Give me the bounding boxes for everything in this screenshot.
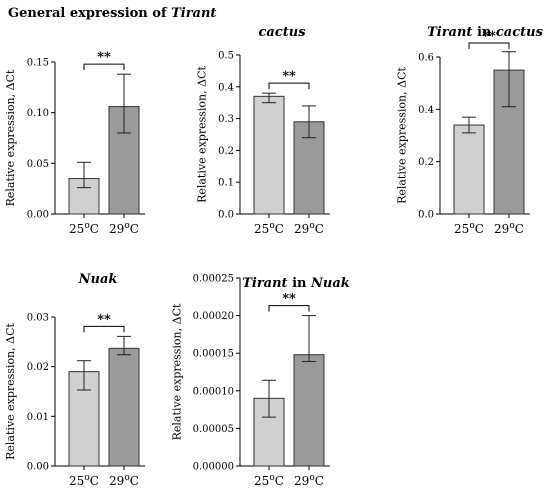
significance-bracket [83, 325, 125, 333]
y-axis-label: Relative expression, ΔCt [395, 67, 408, 204]
chart-panel-2: cactus 0.0 0.1 0.2 0.3 0.4 0.5 Relative express… [195, 25, 330, 236]
panel-title: Nuak [78, 272, 118, 287]
y-tick-label: 0.00 [27, 462, 49, 473]
y-tick-label: 0.3 [218, 114, 234, 125]
chart-panel-5: Tirant in Nuak 0.00000 0.00005 0.00010 0.000… [171, 274, 350, 489]
bar-2 [293, 354, 325, 467]
y-tick-label: 0.0 [418, 210, 434, 221]
x-tick-label: 29oC [494, 221, 524, 236]
y-tick-label: 0.2 [418, 157, 434, 168]
bar-2 [108, 347, 140, 467]
y-tick-label: 0.00015 [193, 349, 234, 360]
chart-panels: 0.00 0.05 0.10 0.15 Relative expression, ΔCt… [4, 25, 543, 488]
panel-title: Tirant in cactus [427, 25, 544, 40]
significance-label: ** [97, 50, 111, 65]
y-tick-label: 0.15 [27, 58, 49, 69]
x-tick-label: 25oC [254, 473, 284, 488]
chart-panel-3: Tirant in cactus 0.0 0.2 0.4 0.6 Relative exp… [395, 25, 543, 236]
x-tick-label: 25oC [254, 221, 284, 236]
y-tick-label: 0.2 [218, 146, 234, 157]
significance-label: ** [282, 69, 296, 84]
significance-label: ** [282, 292, 296, 307]
y-tick-label: 0.03 [27, 313, 49, 324]
significance-bracket [468, 42, 510, 49]
y-tick-label: 0.05 [27, 159, 49, 170]
y-axis-label: Relative expression, ΔCt [4, 69, 17, 206]
x-tick-label: 29oC [294, 221, 324, 236]
significance-bracket [268, 82, 310, 90]
x-tick-label: 25oC [69, 473, 99, 488]
y-axis-label: Relative expression, ΔCt [171, 303, 184, 440]
bar-1 [253, 95, 285, 215]
y-tick-label: 0.5 [218, 51, 234, 62]
significance-bracket [268, 305, 310, 312]
panel-title: Tirant in Nuak [242, 276, 350, 291]
y-axis-label: Relative expression, ΔCt [4, 323, 17, 460]
x-tick-label: 25oC [69, 221, 99, 236]
y-tick-label: 0.4 [418, 105, 434, 116]
chart-panel-1: 0.00 0.05 0.10 0.15 Relative expression, ΔCt… [4, 50, 145, 236]
y-tick-label: 0.02 [27, 362, 49, 373]
bar-1 [453, 124, 485, 215]
x-tick-label: 29oC [294, 473, 324, 488]
y-tick-label: 0.00020 [193, 311, 234, 322]
significance-label: ** [97, 312, 111, 327]
y-tick-label: 0.00025 [193, 274, 234, 285]
y-tick-label: 0.01 [27, 412, 49, 423]
x-tick-label: 29oC [109, 221, 139, 236]
y-axis-label: Relative expression, ΔCt [195, 66, 208, 203]
x-tick-label: 29oC [109, 473, 139, 488]
figure-title: General expression of Tirant [8, 6, 216, 21]
y-tick-label: 0.6 [418, 53, 434, 64]
y-tick-label: 0.00005 [193, 424, 234, 435]
chart-panel-4: Nuak 0.00 0.01 0.02 0.03 Relative expression,… [4, 272, 145, 488]
panel-title: cactus [258, 25, 306, 40]
y-tick-label: 0.1 [218, 178, 234, 189]
x-tick-label: 25oC [454, 221, 484, 236]
significance-bracket [83, 63, 125, 71]
y-tick-label: 0.10 [27, 108, 49, 119]
y-tick-label: 0.00010 [193, 386, 234, 397]
y-tick-label: 0.0 [218, 210, 234, 221]
significance-label: ** [482, 29, 496, 44]
y-tick-label: 0.4 [218, 82, 234, 93]
y-tick-label: 0.00000 [193, 462, 234, 473]
y-tick-label: 0.00 [27, 210, 49, 221]
